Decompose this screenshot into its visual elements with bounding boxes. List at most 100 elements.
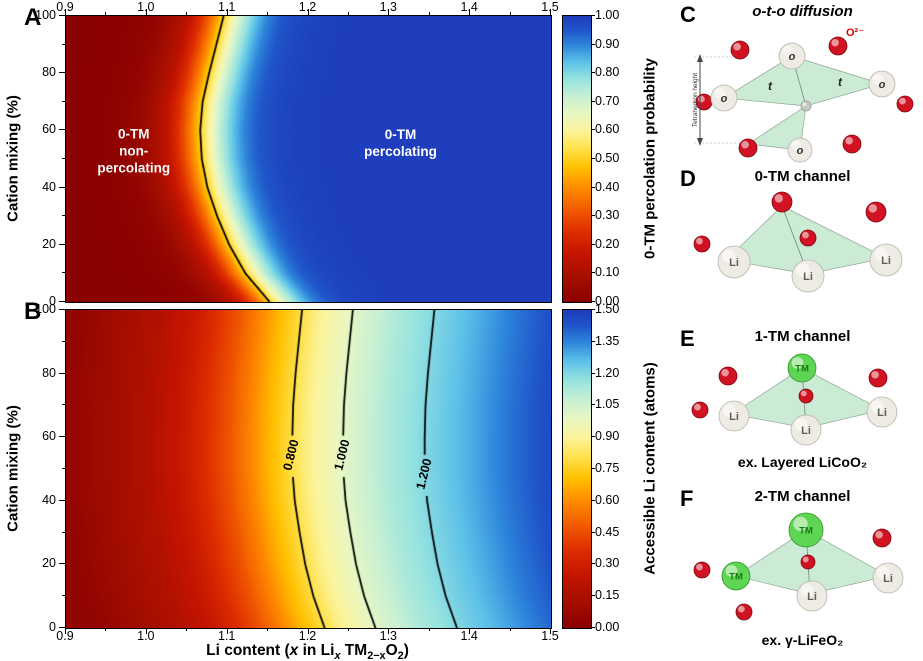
- oxygen-atom: [828, 36, 848, 56]
- colorbar-tick-label: 0.60: [595, 122, 620, 137]
- panel-d-letter: D: [680, 166, 696, 191]
- x-tick-mark: [388, 9, 390, 15]
- atom-label: Li: [729, 257, 739, 269]
- tm-atom: TM: [788, 512, 824, 548]
- y-tick-mark: [59, 627, 65, 628]
- x-minor-tick-mark: [509, 628, 511, 631]
- x-axis-label-part: Li content (: [206, 642, 290, 659]
- colorbar-tick-mark: [591, 158, 595, 159]
- panel-c-letter: C: [680, 2, 696, 27]
- tm-atom: TM: [787, 353, 817, 383]
- oxygen-atom: [718, 366, 738, 386]
- x-tick-label: 1.4: [460, 629, 478, 643]
- diagram-e-title: 1-TM channel: [754, 328, 851, 345]
- colorbar-tick-label: 0.00: [595, 294, 620, 308]
- y-tick-mark: [59, 563, 65, 565]
- panel-e-letter: E: [680, 326, 695, 351]
- diagram-e-caption: ex. Layered LiCoO₂: [737, 454, 868, 470]
- y-minor-tick-mark: [62, 595, 65, 597]
- colorbar-tick-label: 0.90: [595, 429, 620, 444]
- region-label: 0-TM percolating: [364, 126, 437, 159]
- li-site-atom: Li: [790, 414, 822, 446]
- colorbar-tick-mark: [591, 129, 595, 131]
- y-minor-tick-mark: [62, 531, 65, 533]
- tm-atom: TM: [721, 561, 751, 591]
- diagram-c: o o o o t t O²⁻ Tetrahedron height: [690, 24, 915, 166]
- oxygen-atom: [896, 95, 914, 113]
- oxygen-atom: [771, 191, 793, 213]
- x-tick-mark: [145, 628, 147, 634]
- colorbar-tick-label: 0.30: [595, 556, 620, 571]
- li-site-atom: o: [868, 70, 896, 98]
- colorbar-tick-mark: [591, 627, 595, 628]
- colorbar-tick-label: 0.10: [595, 265, 620, 280]
- x-minor-tick-mark: [428, 12, 430, 15]
- colorbar-tick-mark: [591, 43, 595, 45]
- li-site-atom: Li: [866, 396, 898, 428]
- panel-a-letter: A: [24, 4, 42, 31]
- x-axis-label: Li content (x in Lix TM2−xO2): [65, 642, 550, 661]
- y-tick-label: 80: [42, 365, 56, 380]
- x-minor-tick-mark: [186, 628, 188, 631]
- colorbar-tick-mark: [591, 215, 595, 217]
- colorbar-tick-mark: [591, 309, 595, 310]
- y-tick-mark: [59, 72, 65, 74]
- x-tick-label: 1.2: [298, 0, 317, 14]
- y-minor-tick-mark: [62, 43, 65, 45]
- colorbar-tick-mark: [591, 531, 595, 533]
- x-tick-label: 1.0: [137, 0, 155, 14]
- colorbar-tick-label: 1.35: [595, 333, 620, 348]
- x-minor-tick-mark: [267, 628, 269, 631]
- colorbar-tick-mark: [591, 15, 595, 16]
- tetrahedron-face: [791, 55, 884, 107]
- x-tick-label: 1.0: [137, 629, 155, 643]
- atom-label: o: [721, 93, 728, 105]
- oxygen-atom: [735, 603, 753, 621]
- oxygen-atom: [865, 201, 887, 223]
- region-label: 0-TM non- percolating: [97, 126, 171, 176]
- atom-label: TM: [799, 526, 813, 537]
- diagram-e-svg: TM Li Li Li: [691, 353, 898, 446]
- atom-label: Li: [877, 407, 887, 419]
- x-tick-mark: [469, 628, 471, 634]
- x-tick-label: 1.3: [379, 0, 398, 14]
- arrowhead-up-icon: [697, 54, 703, 62]
- oxygen-atom: [872, 528, 892, 548]
- oxygen-ion-label: O²⁻: [846, 27, 864, 39]
- li-site-atom: Li: [796, 580, 828, 612]
- x-axis-label-part: in Li: [298, 642, 335, 659]
- colorbar-tick-label: 0.20: [595, 236, 620, 251]
- y-tick-label: 100: [35, 302, 56, 316]
- x-tick-mark: [550, 628, 551, 634]
- diagram-d: Li Li Li: [690, 188, 915, 300]
- li-site-atom: o: [787, 137, 813, 163]
- y-tick-mark: [59, 301, 65, 302]
- colorbar-tick-mark: [591, 436, 595, 438]
- arrowhead-down-icon: [697, 138, 703, 146]
- colorbar-tick-label: 0.40: [595, 179, 620, 194]
- y-tick-label: 60: [42, 429, 56, 444]
- colorbar-tick-mark: [591, 563, 595, 565]
- x-axis-label-part: O: [385, 642, 398, 659]
- atom-label: o: [879, 79, 886, 91]
- tetrahedron-face: [746, 105, 807, 151]
- atom-label: Li: [801, 425, 811, 437]
- x-tick-label: 1.2: [298, 629, 317, 643]
- site-label: t: [768, 79, 773, 93]
- colorbar-tick-label: 0.80: [595, 65, 620, 80]
- x-tick-mark: [550, 9, 551, 15]
- x-axis-label-part: TM: [340, 642, 368, 659]
- panel-f-letter: F: [680, 486, 694, 511]
- atom-label: TM: [729, 572, 743, 583]
- colorbar-label-b: Accessible Li content (atoms): [641, 362, 659, 575]
- colorbar-tick-mark: [591, 272, 595, 274]
- colorbar-tick-label: 0.75: [595, 461, 620, 475]
- x-tick-label: 1.4: [460, 0, 478, 14]
- height-annotation-label: Tetrahedron height: [692, 73, 699, 127]
- colorbar-panel-b: [562, 309, 592, 629]
- colorbar-tick-label: 0.90: [595, 36, 620, 51]
- colorbar-tick-label: 0.15: [595, 588, 620, 603]
- x-tick-mark: [307, 9, 309, 15]
- colorbar-tick-mark: [591, 372, 595, 374]
- colorbar-tick-label: 0.50: [595, 151, 620, 165]
